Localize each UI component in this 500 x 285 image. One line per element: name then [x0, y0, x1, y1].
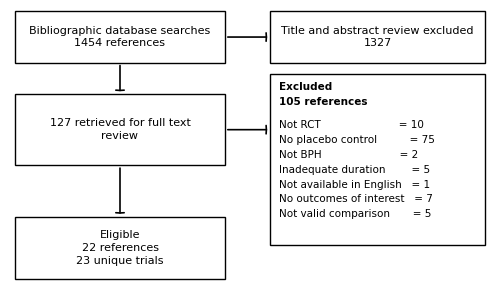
FancyBboxPatch shape	[270, 74, 485, 245]
Text: Title and abstract review excluded: Title and abstract review excluded	[281, 26, 474, 36]
Text: Not available in English   = 1: Not available in English = 1	[279, 180, 430, 190]
Text: 127 retrieved for full text: 127 retrieved for full text	[50, 118, 190, 128]
Text: Eligible: Eligible	[100, 230, 140, 240]
FancyBboxPatch shape	[15, 217, 225, 279]
Text: 1454 references: 1454 references	[74, 38, 166, 48]
Text: Not BPH                        = 2: Not BPH = 2	[279, 150, 418, 160]
FancyBboxPatch shape	[270, 11, 485, 63]
FancyBboxPatch shape	[15, 11, 225, 63]
Text: 105 references: 105 references	[279, 97, 368, 107]
Text: Inadequate duration        = 5: Inadequate duration = 5	[279, 165, 430, 175]
Text: 23 unique trials: 23 unique trials	[76, 256, 164, 266]
FancyBboxPatch shape	[15, 94, 225, 165]
Text: review: review	[102, 131, 138, 141]
Text: Not RCT                        = 10: Not RCT = 10	[279, 120, 424, 130]
Text: Not valid comparison       = 5: Not valid comparison = 5	[279, 209, 432, 219]
Text: 22 references: 22 references	[82, 243, 158, 253]
Text: 1327: 1327	[364, 38, 392, 48]
Text: Excluded: Excluded	[279, 82, 332, 92]
Text: No placebo control          = 75: No placebo control = 75	[279, 135, 435, 145]
Text: No outcomes of interest   = 7: No outcomes of interest = 7	[279, 194, 433, 204]
Text: Bibliographic database searches: Bibliographic database searches	[30, 26, 210, 36]
